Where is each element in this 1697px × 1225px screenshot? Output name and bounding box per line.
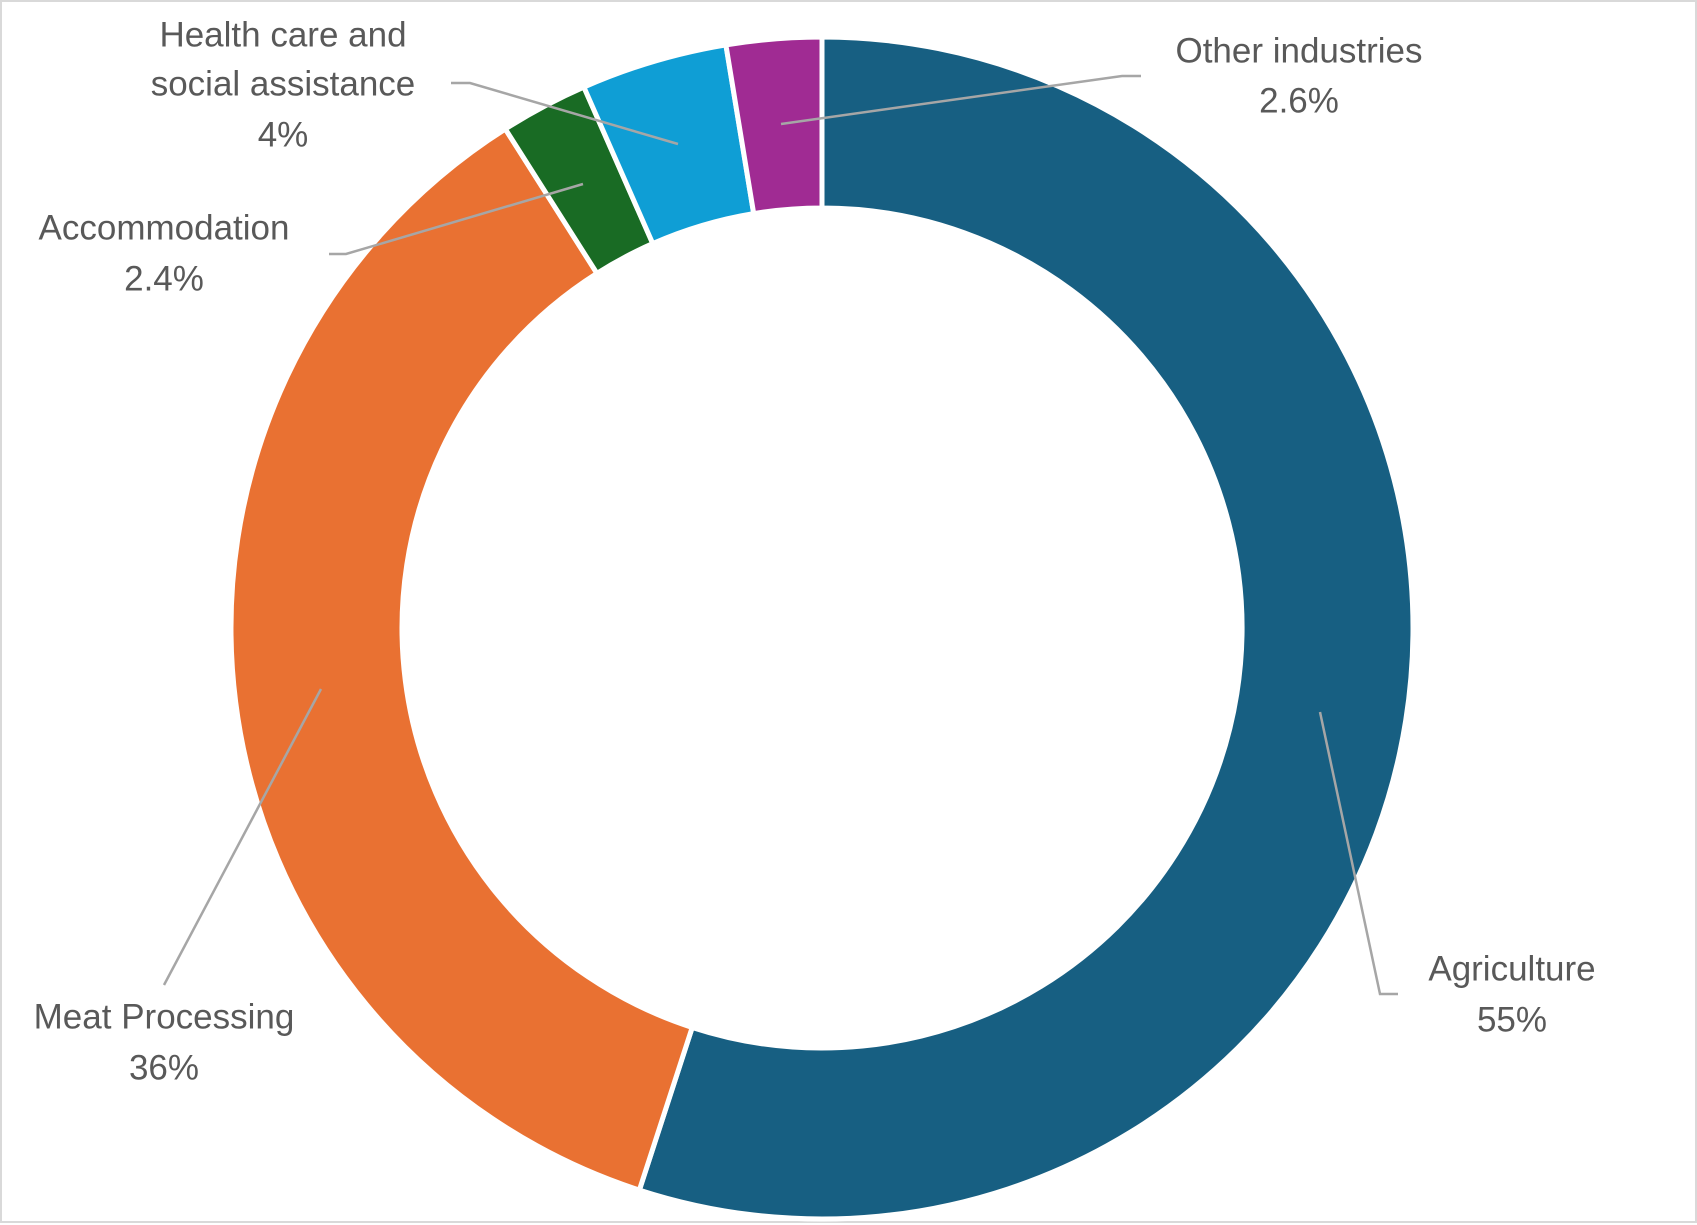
leader-line-other-industries — [780, 74, 1141, 126]
data-label-value-agriculture: 55% — [1477, 1000, 1547, 1039]
data-label-name-accommodation: Accommodation — [39, 208, 290, 247]
slice-meat-processing — [228, 125, 696, 1194]
data-label-value-meat-processing: 36% — [129, 1048, 199, 1087]
data-label-name-other-industries: Other industries — [1175, 31, 1422, 70]
data-label-name-health-care-and-social-assistance: Health care and — [159, 15, 406, 54]
data-label-value-other-industries: 2.6% — [1259, 81, 1339, 120]
leader-line-accommodation — [329, 182, 584, 256]
data-label-value-health-care-and-social-assistance: 4% — [258, 115, 309, 154]
leader-line-meat-processing — [162, 688, 323, 986]
leader-line-health-care-and-social-assistance — [451, 81, 679, 146]
slice-agriculture — [636, 34, 1416, 1222]
slice-other-industries — [723, 34, 825, 217]
data-label-value-accommodation: 2.4% — [124, 259, 204, 298]
data-label-name-meat-processing: Meat Processing — [34, 997, 295, 1036]
leader-line-agriculture — [1318, 711, 1398, 996]
data-label-name-agriculture: Agriculture — [1428, 949, 1595, 988]
data-label-name-health-care-and-social-assistance: social assistance — [151, 64, 416, 103]
